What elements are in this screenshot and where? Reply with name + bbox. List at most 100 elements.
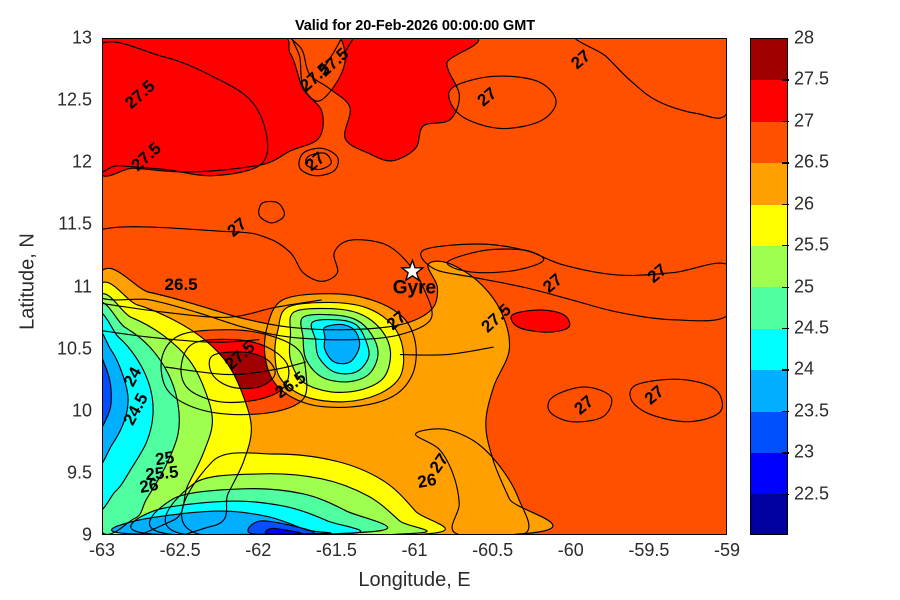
contour-line — [510, 309, 571, 333]
contour-line — [111, 510, 332, 534]
contour-line — [298, 147, 339, 177]
colorbar-tick-mark — [782, 327, 789, 330]
colorbar-tick-mark — [782, 369, 789, 371]
x-tick-label: -59 — [713, 540, 741, 560]
contour-line — [288, 307, 392, 393]
colorbar-tick-mark — [782, 452, 789, 454]
contour-line — [322, 323, 361, 365]
colorbar-tick-mark — [782, 493, 789, 495]
contour-line — [103, 302, 180, 534]
contour-band — [547, 386, 612, 422]
colorbar-band — [751, 411, 787, 454]
y-tick-label: 9.5 — [66, 462, 92, 483]
contour-band — [247, 520, 314, 534]
x-tick-label: -61.5 — [315, 540, 357, 560]
contour-band — [103, 360, 112, 426]
x-tick-label: -59.5 — [628, 540, 670, 560]
y-tick-label: 11 — [73, 276, 92, 296]
gyre-star-icon — [399, 258, 425, 282]
contour-band — [323, 324, 360, 364]
colorbar-tick-label: 27.5 — [794, 68, 830, 89]
y-tick-label: 11.5 — [58, 213, 92, 234]
contour-label: 26 — [138, 475, 160, 497]
contour-line — [290, 39, 480, 162]
gyre-marker-label: Gyre — [393, 277, 436, 298]
colorbar-tick-label: 22.5 — [794, 483, 830, 504]
contour-line — [448, 75, 557, 130]
contour-label: 25.5 — [145, 462, 180, 484]
contour-line — [414, 428, 530, 534]
contour-plot-area: 27.5 27.5 27.5 27.5 27 27 27 27 26.5 27 27 27 27.5 27… — [102, 38, 727, 535]
contour-band — [298, 148, 339, 176]
contour-line — [103, 330, 260, 343]
y-tick-label: 12.5 — [56, 89, 92, 110]
colorbar-band — [751, 80, 787, 122]
colorbar-tick-label: 26.5 — [794, 151, 830, 172]
x-tick-label: -60.5 — [472, 540, 514, 560]
colorbar-tick-label: 24.5 — [794, 317, 830, 338]
contour-line — [103, 281, 252, 534]
colorbar-tick-mark — [782, 286, 789, 288]
contour-line — [181, 452, 446, 534]
colorbar-band — [751, 370, 787, 412]
colorbar-band — [751, 121, 787, 164]
colorbar-tick-mark — [782, 410, 789, 413]
contour-line — [446, 248, 545, 274]
contour-band — [629, 379, 723, 422]
contour-line — [103, 358, 112, 427]
contour-line — [103, 313, 154, 510]
contour-line — [574, 39, 726, 119]
contour-line — [103, 332, 129, 464]
contour-band — [448, 76, 557, 129]
contour-line — [291, 39, 346, 102]
x-tick-label: -62 — [245, 540, 272, 560]
colorbar-tick-label: 25.5 — [794, 234, 830, 255]
contour-line — [103, 39, 324, 177]
colorbar-band — [751, 453, 787, 495]
colorbar-tick-mark — [782, 245, 789, 247]
contour-line — [263, 293, 417, 408]
contour-line — [160, 329, 308, 416]
contour-line — [310, 318, 370, 375]
x-axis-label: Longitude, E — [358, 569, 471, 591]
contour-line — [130, 500, 362, 534]
colorbar-band — [751, 163, 787, 205]
y-tick-label: 13 — [71, 27, 92, 48]
contour-band — [103, 334, 129, 463]
contour-line — [399, 346, 494, 356]
colorbar-tick-mark — [782, 79, 789, 81]
contour-line — [629, 378, 723, 423]
contour-line — [274, 301, 405, 403]
colorbar-tick-mark — [782, 162, 789, 164]
colorbar-tick-label: 25 — [794, 276, 815, 296]
colorbar-tick-mark — [782, 120, 789, 123]
x-tick-label: -60 — [557, 540, 584, 560]
colorbar-tick-label: 23.5 — [794, 400, 830, 421]
contour-band — [265, 528, 301, 534]
contour-label: 26 — [416, 470, 438, 492]
contour-line — [247, 520, 315, 534]
contour-line — [165, 361, 307, 376]
contour-band — [420, 244, 726, 321]
colorbar — [750, 38, 788, 535]
y-tick-label: 10.5 — [56, 338, 92, 359]
contour-band — [103, 39, 324, 177]
colorbar-band — [751, 204, 787, 247]
contour-label: 25 — [154, 448, 175, 469]
contour-line — [103, 226, 433, 341]
colorbar-tick-mark — [782, 203, 789, 206]
contour-line — [258, 200, 285, 224]
contour-line — [304, 152, 332, 171]
contour-line — [547, 386, 613, 423]
contour-line — [321, 39, 342, 72]
contour-line — [103, 299, 322, 318]
colorbar-band — [751, 246, 787, 288]
colorbar-band — [751, 287, 787, 329]
colorbar-band — [751, 39, 787, 81]
contour-band — [258, 201, 285, 223]
contour-line — [103, 293, 213, 534]
contour-line — [264, 527, 302, 534]
contour-band — [511, 309, 570, 333]
colorbar-tick-label: 27 — [794, 110, 815, 131]
